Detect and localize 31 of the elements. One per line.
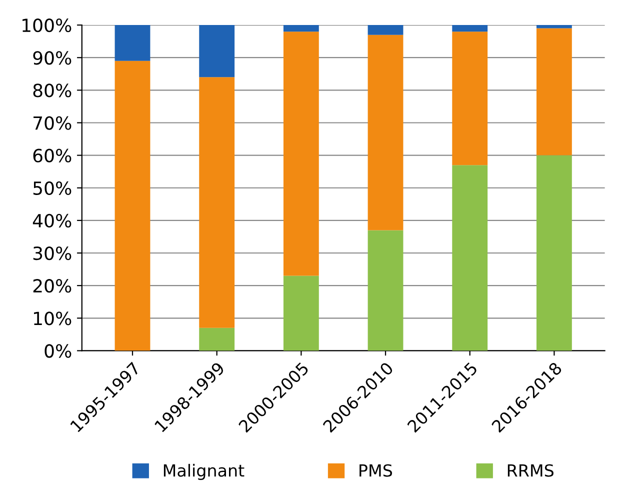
y-tick-label: 100% (22, 18, 72, 32)
y-tick-label: 90% (33, 51, 72, 65)
bar (283, 25, 319, 32)
bar (199, 25, 235, 78)
legend-label: PMS (360, 464, 392, 477)
y-tick-label: 40% (32, 214, 72, 228)
bar (283, 276, 319, 351)
y-tick-label: 0% (44, 344, 72, 358)
bar (114, 25, 150, 61)
y-tick-label: 20% (33, 279, 72, 293)
y-tick-label: 10% (34, 312, 72, 326)
y-tick-label: 50% (33, 181, 72, 195)
bar (368, 230, 404, 351)
bar (452, 165, 488, 351)
bar (199, 328, 235, 351)
legend-label: Malignant (164, 464, 244, 480)
bar (536, 28, 572, 156)
y-tick-label: 60% (33, 148, 72, 162)
bar (452, 32, 488, 166)
bar (283, 32, 319, 276)
bar (536, 155, 572, 351)
bar (368, 25, 404, 35)
y-tick-label: 80% (33, 84, 72, 98)
bar (199, 77, 235, 328)
bar (536, 25, 572, 28)
legend-label: RRMS (508, 464, 554, 477)
y-tick-label: 30% (33, 246, 72, 260)
bar (452, 25, 488, 32)
bar (368, 34, 404, 230)
y-tick-label: 70% (34, 116, 72, 130)
bar (114, 60, 150, 351)
